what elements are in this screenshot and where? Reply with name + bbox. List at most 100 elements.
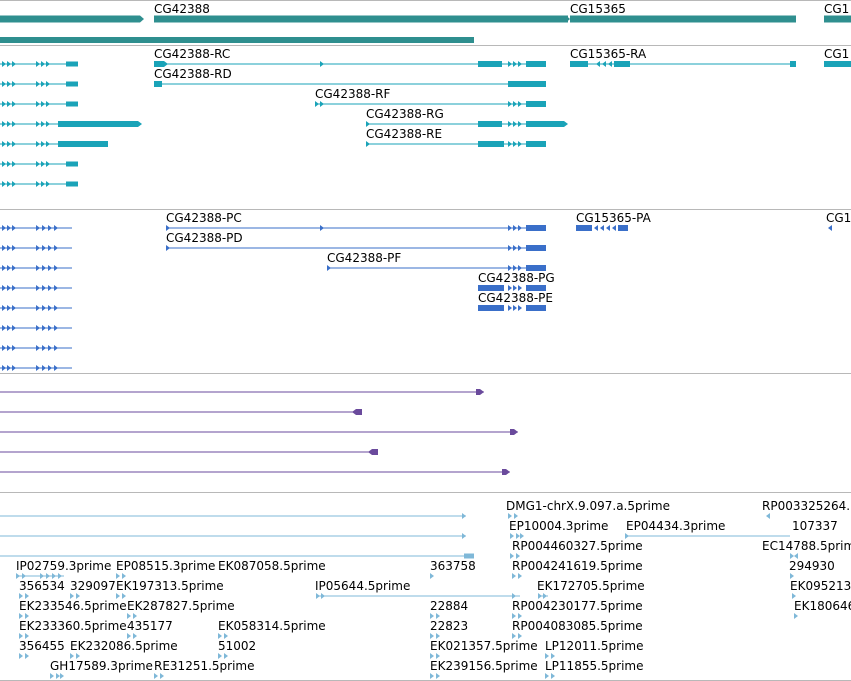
strand-arrow[interactable]: [512, 633, 516, 639]
strand-arrow[interactable]: [513, 101, 517, 107]
est-label[interactable]: 22884: [430, 599, 469, 613]
exon-block[interactable]: [526, 305, 546, 311]
transcript-label[interactable]: CG42388-RC: [154, 47, 231, 61]
strand-arrow[interactable]: [516, 553, 520, 559]
exon-block[interactable]: [824, 61, 851, 67]
strand-arrow[interactable]: [56, 673, 60, 679]
strand-arrow[interactable]: [2, 365, 6, 371]
strand-arrow[interactable]: [510, 533, 514, 539]
strand-arrow[interactable]: [12, 245, 16, 251]
strand-arrow[interactable]: [794, 613, 798, 619]
strand-arrow[interactable]: [508, 285, 512, 291]
strand-arrow[interactable]: [12, 121, 16, 127]
strand-arrow[interactable]: [42, 305, 46, 311]
strand-arrow[interactable]: [516, 533, 520, 539]
exon-block[interactable]: [478, 141, 504, 147]
strand-arrow[interactable]: [116, 573, 120, 579]
strand-arrow[interactable]: [518, 305, 522, 311]
strand-arrow[interactable]: [551, 653, 555, 659]
strand-arrow[interactable]: [36, 245, 40, 251]
strand-arrow[interactable]: [12, 181, 16, 187]
transcript-label[interactable]: CG42388-RD: [154, 67, 232, 81]
strand-arrow[interactable]: [7, 265, 11, 271]
strand-arrow[interactable]: [2, 245, 6, 251]
strand-arrow[interactable]: [48, 225, 52, 231]
strand-arrow[interactable]: [436, 673, 440, 679]
strand-arrow[interactable]: [430, 673, 434, 679]
strand-arrow[interactable]: [36, 121, 40, 127]
strand-arrow[interactable]: [116, 593, 120, 599]
strand-arrow[interactable]: [600, 225, 604, 231]
strand-arrow[interactable]: [514, 513, 518, 519]
strand-arrow[interactable]: [19, 593, 23, 599]
strand-arrow[interactable]: [46, 161, 50, 167]
strand-arrow[interactable]: [518, 101, 522, 107]
exon-block[interactable]: [478, 61, 502, 67]
est-label[interactable]: RE31251.5prime: [154, 659, 255, 673]
strand-arrow[interactable]: [7, 81, 11, 87]
strand-arrow[interactable]: [166, 225, 170, 231]
strand-arrow[interactable]: [430, 573, 434, 579]
strand-arrow[interactable]: [41, 121, 45, 127]
strand-arrow[interactable]: [518, 121, 522, 127]
strand-arrow[interactable]: [513, 245, 517, 251]
strand-arrow[interactable]: [12, 305, 16, 311]
strand-arrow[interactable]: [48, 285, 52, 291]
strand-arrow[interactable]: [7, 245, 11, 251]
strand-arrow[interactable]: [54, 345, 58, 351]
strand-arrow[interactable]: [54, 285, 58, 291]
exon-block[interactable]: [0, 15, 144, 23]
strand-arrow[interactable]: [512, 613, 516, 619]
strand-arrow[interactable]: [606, 225, 610, 231]
strand-arrow[interactable]: [2, 305, 6, 311]
strand-arrow[interactable]: [42, 265, 46, 271]
strand-arrow[interactable]: [436, 613, 440, 619]
strand-arrow[interactable]: [54, 225, 58, 231]
strand-arrow[interactable]: [316, 593, 320, 599]
est-label[interactable]: LP12011.5prime: [545, 639, 644, 653]
gene-label[interactable]: CG15365: [570, 2, 626, 16]
strand-arrow[interactable]: [513, 141, 517, 147]
strand-arrow[interactable]: [513, 225, 517, 231]
strand-arrow[interactable]: [518, 573, 522, 579]
strand-arrow[interactable]: [41, 141, 45, 147]
strand-arrow[interactable]: [36, 101, 40, 107]
exon-block[interactable]: [526, 141, 546, 147]
strand-arrow[interactable]: [41, 61, 45, 67]
est-label[interactable]: EK197313.5prime: [116, 579, 224, 593]
exon-block[interactable]: [66, 81, 78, 87]
strand-arrow[interactable]: [790, 553, 794, 559]
strand-arrow[interactable]: [46, 61, 50, 67]
protein-label[interactable]: CG15365-PA: [576, 211, 651, 225]
exon-block[interactable]: [66, 161, 78, 167]
est-label[interactable]: 356534: [19, 579, 65, 593]
strand-arrow[interactable]: [48, 365, 52, 371]
strand-arrow[interactable]: [70, 653, 74, 659]
strand-arrow[interactable]: [794, 553, 798, 559]
strand-arrow[interactable]: [166, 245, 170, 251]
strand-arrow[interactable]: [36, 161, 40, 167]
strand-arrow[interactable]: [12, 161, 16, 167]
strand-arrow[interactable]: [320, 61, 324, 67]
exon-block[interactable]: [464, 553, 474, 559]
strand-arrow[interactable]: [25, 633, 29, 639]
strand-arrow[interactable]: [2, 161, 6, 167]
strand-arrow[interactable]: [518, 265, 522, 271]
strand-arrow[interactable]: [436, 653, 440, 659]
strand-arrow[interactable]: [792, 593, 796, 599]
strand-arrow[interactable]: [60, 673, 64, 679]
strand-arrow[interactable]: [133, 633, 137, 639]
strand-arrow[interactable]: [46, 121, 50, 127]
strand-arrow[interactable]: [7, 345, 11, 351]
strand-arrow[interactable]: [828, 225, 832, 231]
strand-arrow[interactable]: [122, 593, 126, 599]
est-label[interactable]: RP003325264.: [762, 499, 851, 513]
strand-arrow[interactable]: [12, 265, 16, 271]
strand-arrow[interactable]: [224, 653, 228, 659]
strand-arrow[interactable]: [462, 513, 466, 519]
est-label[interactable]: RP004241619.5prime: [512, 559, 643, 573]
est-label[interactable]: EP08515.3prime: [116, 559, 216, 573]
strand-arrow[interactable]: [76, 653, 80, 659]
strand-arrow[interactable]: [41, 81, 45, 87]
